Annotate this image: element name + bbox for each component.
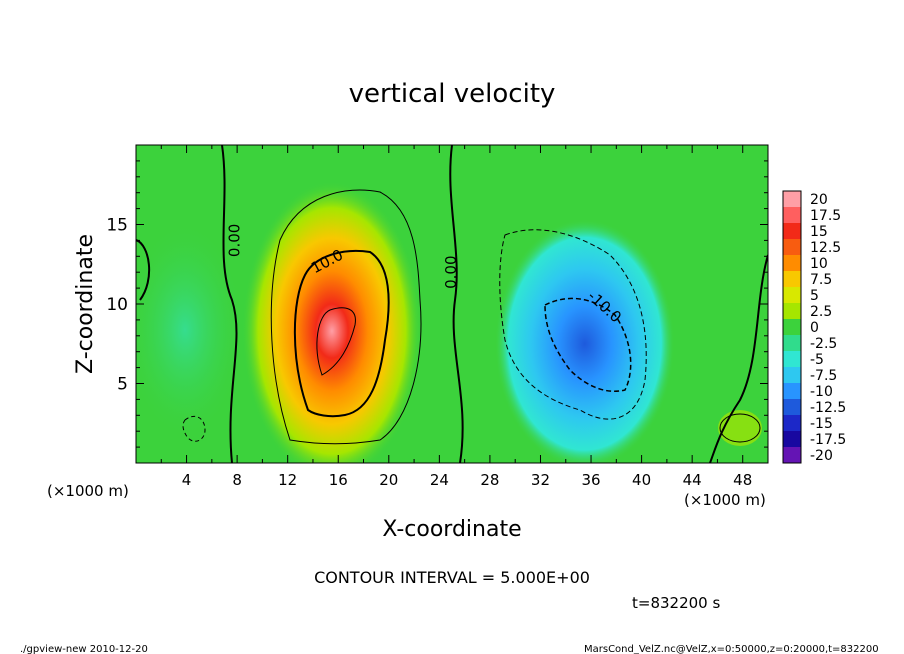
contour-label: 0.00: [226, 224, 244, 257]
colorbar-cell: [783, 223, 801, 240]
colorbar-cell: [783, 447, 801, 464]
colorbar-label: 0: [810, 320, 819, 336]
x-tick-label: 16: [329, 471, 348, 489]
contour-zero-mid: [449, 145, 464, 463]
y-tick-label: 5: [117, 375, 128, 395]
colorbar-cell: [783, 319, 801, 336]
footer-right: MarsCond_VelZ.nc@VelZ,x=0:50000,z=0:2000…: [584, 644, 879, 654]
colorbar-label: -2.5: [810, 336, 837, 352]
contour-interval: CONTOUR INTERVAL = 5.000E+00: [314, 568, 590, 587]
x-unit-left: (×1000 m): [47, 482, 129, 500]
colorbar-label: 15: [810, 224, 828, 240]
colorbar-cell: [783, 271, 801, 288]
x-tick-label: 32: [531, 471, 550, 489]
contour-label: 0.00: [442, 255, 460, 288]
colorbar-label: 10: [810, 256, 828, 272]
x-tick-label: 12: [278, 471, 297, 489]
footer-left: ./gpview-new 2010-12-20: [20, 644, 148, 654]
colorbar-label: 7.5: [810, 272, 832, 288]
contour-5: [270, 189, 422, 445]
colorbar-cell: [783, 383, 801, 400]
colorbar: 2017.51512.5107.552.50-2.5-5-7.5-10-12.5…: [782, 190, 846, 464]
colorbar-label: 17.5: [810, 208, 841, 224]
colorbar-cell: [783, 415, 801, 432]
contour-minus-weak-left: [182, 415, 206, 442]
colorbar-cell: [783, 367, 801, 384]
colorbar-label: 20: [810, 192, 828, 208]
downdraft-region: [494, 218, 675, 463]
x-tick-label: 24: [430, 471, 449, 489]
colorbar-cell: [783, 335, 801, 352]
x-tick-label: 44: [683, 471, 702, 489]
y-axis-label: Z-coordinate: [73, 234, 98, 374]
y-tick-label: 10: [106, 295, 128, 315]
colorbar-cell: [783, 191, 801, 208]
contour-minus-10: [544, 297, 632, 392]
weak-downdraft-left: [136, 220, 245, 440]
colorbar-label: 12.5: [810, 240, 841, 256]
colorbar-cell: [783, 287, 801, 304]
colorbar-label: -15: [810, 416, 833, 432]
contour-zero-right: [709, 254, 768, 463]
colorbar-label: -10: [810, 384, 833, 400]
colorbar-cell: [783, 399, 801, 416]
contour-15: [316, 307, 356, 376]
x-tick-label: 40: [632, 471, 651, 489]
x-tick-label: 36: [581, 471, 600, 489]
x-tick-label: 20: [379, 471, 398, 489]
colorbar-cell: [783, 351, 801, 368]
updraft-region: [241, 181, 422, 463]
contour-minus-5: [499, 229, 647, 420]
chart-title: vertical velocity: [349, 79, 556, 109]
time-stamp: t=832200 s: [632, 594, 720, 612]
colorbar-cell: [783, 207, 801, 224]
colorbar-label: -12.5: [810, 400, 846, 416]
contour-zero-leftedge: [136, 239, 151, 301]
colorbar-label: -20: [810, 448, 833, 464]
x-tick-label: 48: [733, 471, 752, 489]
colorbar-cell: [783, 431, 801, 448]
y-axis-ticks: 5 10 15: [106, 160, 768, 448]
x-tick-label: 8: [232, 471, 242, 489]
colorbar-frame: [782, 190, 802, 464]
y-tick-label: 15: [106, 216, 128, 236]
colorbar-cell: [783, 303, 801, 320]
x-unit-right: (×1000 m): [684, 491, 766, 509]
contour-zero-left: [221, 145, 238, 463]
colorbar-cell: [783, 239, 801, 256]
colorbar-label: -7.5: [810, 368, 837, 384]
contour-10: [293, 249, 390, 418]
colorbar-label: 2.5: [810, 304, 832, 320]
colorbar-label: -17.5: [810, 432, 846, 448]
x-tick-label: 4: [182, 471, 192, 489]
colorbar-label: -5: [810, 352, 824, 368]
contour-weak-updraft-right: [719, 413, 761, 443]
colorbar-label: 5: [810, 288, 819, 304]
x-tick-label: 28: [480, 471, 499, 489]
colorbar-cell: [783, 255, 801, 272]
x-axis-ticks: 4 8 12 16 20 24 28 32 36 40 44 48: [160, 145, 752, 489]
x-axis-label: X-coordinate: [382, 517, 521, 542]
